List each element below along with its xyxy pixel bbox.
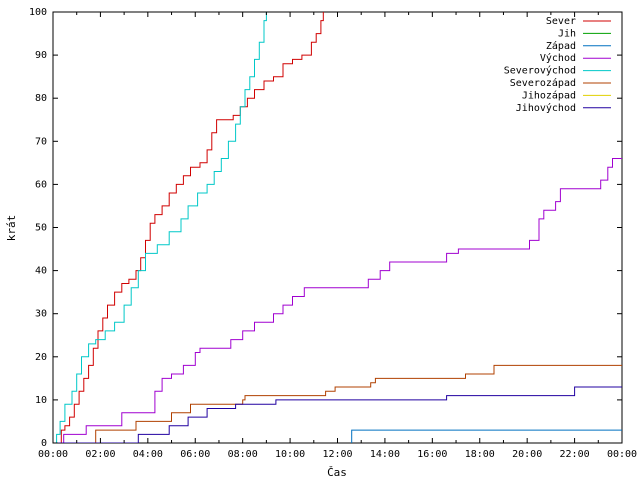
y-tick-label: 30 xyxy=(35,309,47,320)
x-tick-label: 22:00 xyxy=(560,449,590,460)
series-line-vychod xyxy=(53,158,622,443)
x-tick-label: 18:00 xyxy=(465,449,495,460)
legend-label-severozapad: Severozápad xyxy=(510,77,576,89)
x-axis-label: Čas xyxy=(327,466,347,479)
series-line-zapad xyxy=(351,429,622,443)
legend-label-vychod: Východ xyxy=(540,52,576,64)
x-tick-label: 14:00 xyxy=(370,449,400,460)
legend-label-jihozapad: Jihozápad xyxy=(522,89,576,101)
y-tick-label: 70 xyxy=(35,136,47,147)
y-tick-label: 10 xyxy=(35,395,47,406)
series-layer xyxy=(53,12,622,443)
series-line-sever xyxy=(53,12,324,443)
plot-area xyxy=(52,11,623,444)
x-tick-label: 00:00 xyxy=(607,449,637,460)
x-tick-label: 06:00 xyxy=(180,449,210,460)
legend-label-zapad: Západ xyxy=(546,40,576,52)
ticks-layer: 0 10 20 30 40 50 60 70 80 90 100 00:00 02:00 04:00 06:… xyxy=(29,7,637,460)
x-tick-label: 00:00 xyxy=(38,449,68,460)
plot-border xyxy=(52,11,623,444)
x-tick-label: 02:00 xyxy=(85,449,115,460)
x-tick-label: 08:00 xyxy=(228,449,258,460)
x-tick-label: 04:00 xyxy=(133,449,163,460)
x-tick-label: 20:00 xyxy=(512,449,542,460)
y-axis-label: krát xyxy=(5,215,18,242)
y-tick-label: 50 xyxy=(35,223,47,234)
legend: SeverJihZápadVýchodSeverovýchodSeverozáp… xyxy=(504,16,611,114)
x-tick-label: 12:00 xyxy=(322,449,352,460)
series-line-jihovychod xyxy=(53,386,622,443)
x-tick-label: 16:00 xyxy=(417,449,447,460)
y-tick-label: 100 xyxy=(29,7,47,18)
y-tick-label: 60 xyxy=(35,179,47,190)
series-line-severovychod xyxy=(53,12,267,443)
y-tick-label: 90 xyxy=(35,50,47,61)
legend-label-severovychod: Severovýchod xyxy=(504,65,576,77)
y-tick-label: 80 xyxy=(35,93,47,104)
y-tick-label: 0 xyxy=(41,438,47,449)
y-tick-label: 20 xyxy=(35,352,47,363)
y-tick-label: 40 xyxy=(35,266,47,277)
legend-label-jih: Jih xyxy=(558,28,576,39)
series-line-severozapad xyxy=(53,364,622,443)
legend-label-jihovychod: Jihovýchod xyxy=(516,102,576,114)
x-tick-label: 10:00 xyxy=(275,449,305,460)
legend-label-sever: Sever xyxy=(546,16,576,27)
